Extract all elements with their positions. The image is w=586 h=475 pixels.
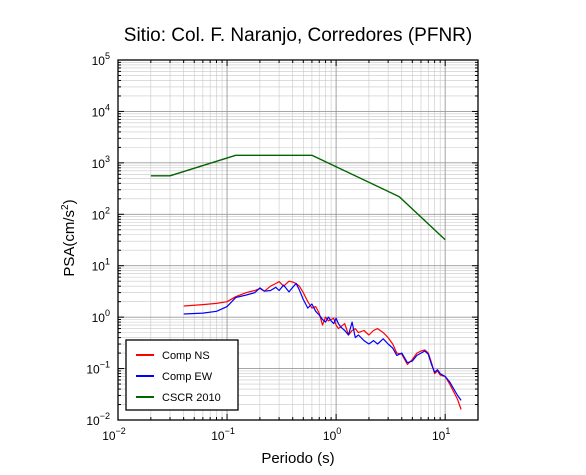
y-tick-label: 103 xyxy=(92,154,110,171)
x-tick-label-base: 10 xyxy=(323,429,337,443)
minor-grid xyxy=(118,60,479,420)
y-tick-label: 10−1 xyxy=(86,360,110,377)
y-tick-label-exponent: 4 xyxy=(105,102,110,112)
series-line-comp-ew xyxy=(183,282,462,401)
series-layer xyxy=(150,154,462,410)
x-tick-label-base: 10 xyxy=(211,429,225,443)
x-axis-label: Periodo (s) xyxy=(261,450,334,467)
y-tick-label-exponent: −2 xyxy=(100,411,110,421)
y-axis-label-main: PSA(cm/s xyxy=(61,210,78,277)
y-tick-label-base: 10 xyxy=(92,208,106,222)
legend-label: Comp EW xyxy=(162,371,213,383)
x-tick-label: 101 xyxy=(432,426,450,443)
y-tick-label: 101 xyxy=(92,257,110,274)
y-tick-label: 104 xyxy=(92,102,110,119)
y-tick-label: 100 xyxy=(92,308,110,325)
y-axis-label-exponent: 2 xyxy=(60,204,71,210)
y-tick-label-exponent: 3 xyxy=(105,154,110,164)
y-tick-label-exponent: 5 xyxy=(105,51,110,61)
y-axis-label: PSA(cm/s2) xyxy=(60,199,78,276)
y-tick-label-base: 10 xyxy=(92,54,106,68)
x-tick-label-exponent: −2 xyxy=(116,426,126,436)
x-tick-label: 100 xyxy=(323,426,341,443)
x-tick-label-base: 10 xyxy=(432,429,446,443)
legend-label: Comp NS xyxy=(162,350,210,362)
legend: Comp NS Comp EW CSCR 2010 xyxy=(125,339,239,411)
x-tick-label: 10−1 xyxy=(211,426,235,443)
y-tick-label: 102 xyxy=(92,205,110,222)
x-tick-label-exponent: 0 xyxy=(336,426,341,436)
y-axis-label-close: ) xyxy=(61,199,78,204)
x-tick-label-base: 10 xyxy=(102,429,116,443)
x-tick-label-exponent: 1 xyxy=(445,426,450,436)
y-tick-label-base: 10 xyxy=(92,157,106,171)
x-axis-ticks: 10−2 10−1 100 101 xyxy=(102,60,479,443)
legend-label: CSCR 2010 xyxy=(162,392,221,404)
plot-frame xyxy=(117,59,479,421)
series-line-cscr-2010 xyxy=(150,154,446,241)
chart-title: Sitio: Col. F. Naranjo, Corredores (PFNR… xyxy=(124,25,472,46)
y-tick-label-exponent: −1 xyxy=(100,360,110,370)
x-tick-label: 10−2 xyxy=(102,426,126,443)
y-tick-label-base: 10 xyxy=(92,311,106,325)
x-tick-label-exponent: −1 xyxy=(225,426,235,436)
y-tick-label-exponent: 1 xyxy=(105,257,110,267)
y-tick-label-base: 10 xyxy=(86,363,100,377)
y-tick-label: 10−2 xyxy=(86,411,110,428)
y-tick-label-base: 10 xyxy=(86,414,100,428)
y-tick-label-base: 10 xyxy=(92,260,106,274)
y-tick-label-exponent: 2 xyxy=(105,205,110,215)
y-tick-label-exponent: 0 xyxy=(105,308,110,318)
y-tick-label: 105 xyxy=(92,51,110,68)
y-tick-label-base: 10 xyxy=(92,105,106,119)
